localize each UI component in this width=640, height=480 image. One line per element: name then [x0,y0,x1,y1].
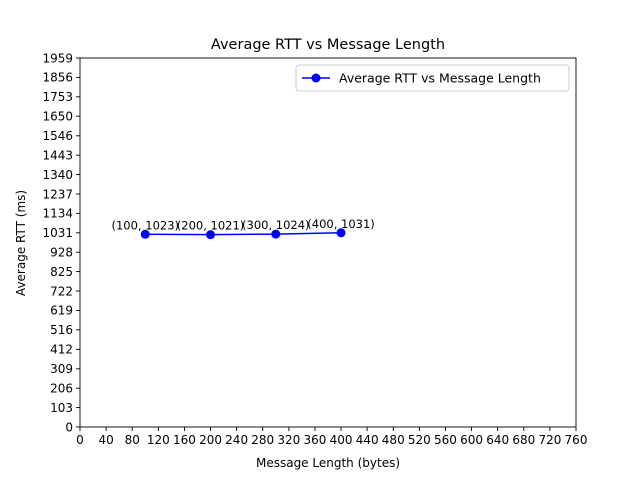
y-tick-label: 619 [50,304,73,318]
x-tick-label: 360 [303,433,326,447]
y-tick-label: 928 [50,246,73,260]
x-tick-label: 640 [486,433,509,447]
y-tick-label: 103 [50,401,73,415]
y-tick-label: 1650 [42,110,73,124]
x-tick-label: 720 [538,433,561,447]
plot-frame [79,57,577,428]
legend-label: Average RTT vs Message Length [339,71,541,86]
chart-title: Average RTT vs Message Length [211,37,445,53]
x-tick-label: 400 [330,433,353,447]
data-point-label: (400, 1031) [307,217,375,231]
x-tick-label: 600 [460,433,483,447]
x-tick-label: 480 [382,433,405,447]
x-tick-label: 200 [199,433,222,447]
legend-box [295,64,570,92]
data-point [140,229,150,239]
legend-marker-swatch [311,73,321,83]
y-tick-label: 0 [65,420,73,434]
y-tick-label: 825 [50,265,73,279]
x-tick-label: 40 [98,433,113,447]
y-tick-label: 1340 [42,168,73,182]
x-tick-label: 760 [565,433,588,447]
x-tick-label: 320 [277,433,300,447]
data-point-label: (200, 1021) [177,219,245,233]
y-tick-label: 309 [50,362,73,376]
x-tick-label: 680 [512,433,535,447]
data-point-label: (100, 1023) [112,218,180,232]
y-axis-label: Average RTT (ms) [14,190,28,296]
x-tick-label: 280 [251,433,274,447]
x-tick-label: 160 [173,433,196,447]
y-tick-label: 516 [50,323,73,337]
y-tick-label: 206 [50,381,73,395]
x-tick-label: 520 [408,433,431,447]
y-tick-label: 1134 [42,207,73,221]
x-tick-label: 80 [125,433,140,447]
y-tick-label: 1546 [42,129,73,143]
y-tick-label: 1443 [42,148,73,162]
data-point [336,228,346,238]
x-tick-label: 120 [147,433,170,447]
data-point [206,230,216,240]
y-tick-label: 1856 [42,71,73,85]
data-point [271,229,281,239]
y-tick-label: 1959 [42,51,73,65]
data-point-label: (300, 1024) [242,218,310,232]
y-tick-label: 412 [50,343,73,357]
y-tick-label: 1237 [42,187,73,201]
x-tick-label: 440 [356,433,379,447]
y-tick-label: 1031 [42,226,73,240]
x-tick-label: 240 [225,433,248,447]
y-tick-label: 1753 [42,90,73,104]
x-axis-label: Message Length (bytes) [256,456,400,470]
x-tick-label: 560 [434,433,457,447]
y-tick-label: 722 [50,284,73,298]
series-line [145,232,342,236]
x-tick-label: 0 [76,433,84,447]
